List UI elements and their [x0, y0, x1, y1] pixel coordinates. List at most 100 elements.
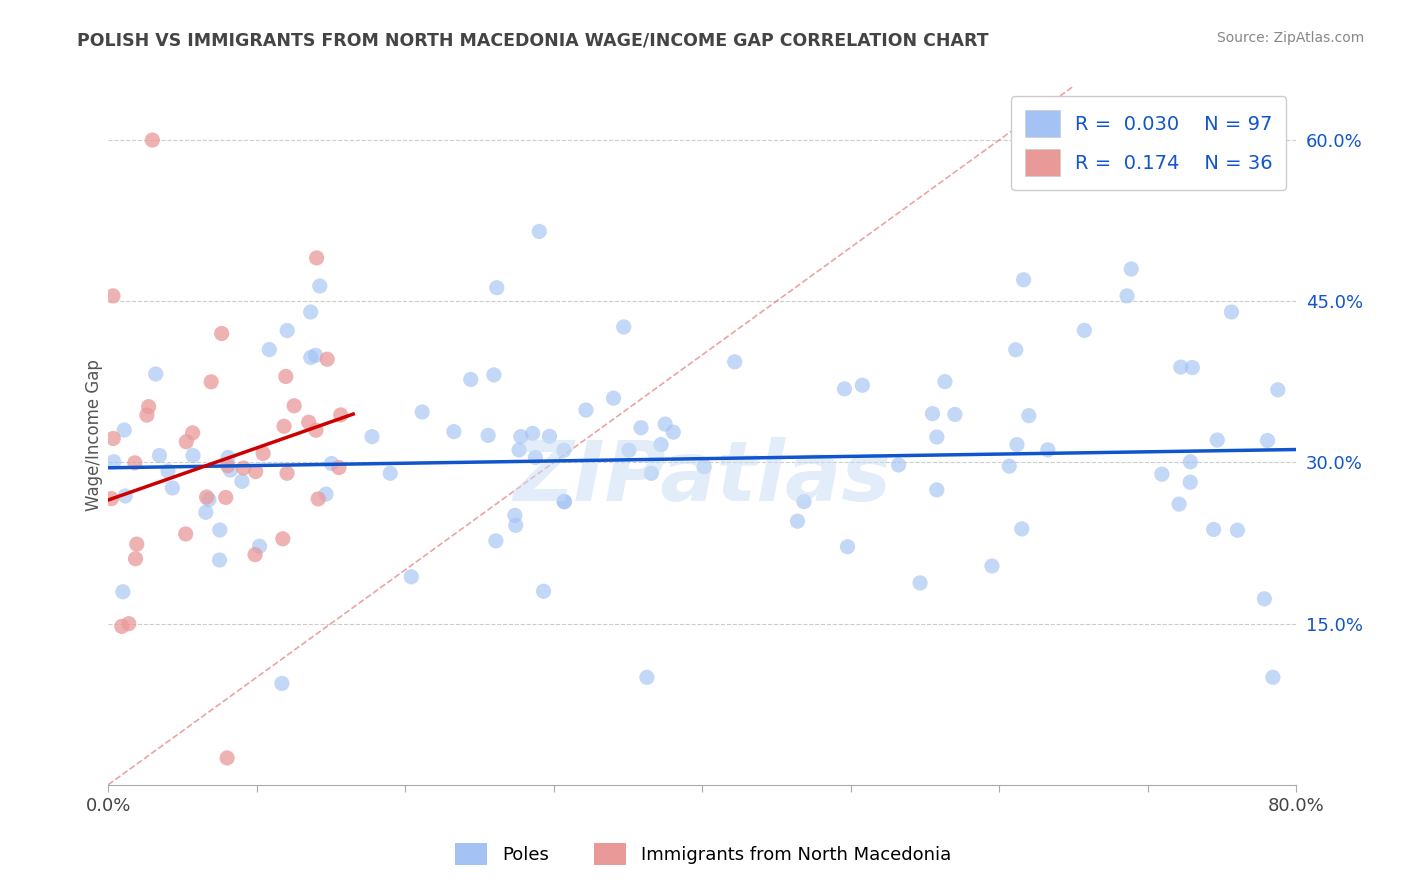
Text: POLISH VS IMMIGRANTS FROM NORTH MACEDONIA WAGE/INCOME GAP CORRELATION CHART: POLISH VS IMMIGRANTS FROM NORTH MACEDONI… [77, 31, 988, 49]
Point [477, 428, 499, 442]
Point [274, 369, 297, 384]
Point [321, 457, 343, 471]
Point [124, 551, 146, 566]
Point [1036, 442, 1059, 457]
Point [921, 407, 943, 421]
Point [482, 368, 505, 382]
Point [217, 751, 239, 765]
Point [650, 437, 672, 451]
Point [305, 251, 328, 265]
Point [503, 508, 526, 523]
Point [786, 514, 808, 528]
Point [925, 430, 948, 444]
Point [100, 491, 122, 506]
Point [834, 382, 856, 396]
Point [1181, 360, 1204, 375]
Point [308, 279, 330, 293]
Point [198, 492, 221, 507]
Text: ZIPatlas: ZIPatlas [513, 437, 891, 518]
Point [1170, 360, 1192, 375]
Point [1226, 523, 1249, 537]
Point [575, 403, 598, 417]
Point [219, 463, 242, 477]
Point [208, 523, 231, 537]
Legend: R =  0.030    N = 97, R =  0.174    N = 36: R = 0.030 N = 97, R = 0.174 N = 36 [1011, 96, 1286, 190]
Point [485, 533, 508, 548]
Point [270, 676, 292, 690]
Point [553, 495, 575, 509]
Point [1012, 273, 1035, 287]
Point [1116, 289, 1139, 303]
Point [553, 443, 575, 458]
Point [315, 487, 337, 501]
Point [329, 408, 352, 422]
Point [103, 455, 125, 469]
Point [1121, 262, 1143, 277]
Point [162, 481, 184, 495]
Point [1005, 437, 1028, 451]
Point [925, 483, 948, 497]
Point [232, 461, 254, 475]
Point [141, 133, 163, 147]
Point [138, 400, 160, 414]
Point [998, 459, 1021, 474]
Point [181, 449, 204, 463]
Point [524, 450, 547, 465]
Point [103, 432, 125, 446]
Point [654, 417, 676, 431]
Point [361, 429, 384, 443]
Point [724, 355, 747, 369]
Point [640, 467, 662, 481]
Point [887, 458, 910, 472]
Point [1073, 323, 1095, 337]
Point [533, 584, 555, 599]
Point [249, 539, 271, 553]
Point [538, 429, 561, 443]
Point [837, 540, 859, 554]
Point [934, 375, 956, 389]
Point [145, 367, 167, 381]
Point [1150, 467, 1173, 482]
Point [299, 305, 322, 319]
Point [411, 405, 433, 419]
Point [1206, 433, 1229, 447]
Point [693, 459, 716, 474]
Point [217, 458, 239, 473]
Point [118, 616, 141, 631]
Point [174, 527, 197, 541]
Point [298, 415, 321, 429]
Point [1180, 455, 1202, 469]
Point [304, 348, 326, 362]
Point [156, 464, 179, 478]
Point [981, 558, 1004, 573]
Point [111, 584, 134, 599]
Point [630, 420, 652, 434]
Point [505, 518, 527, 533]
Legend: Poles, Immigrants from North Macedonia: Poles, Immigrants from North Macedonia [446, 834, 960, 874]
Point [662, 425, 685, 439]
Point [1220, 305, 1243, 319]
Point [194, 505, 217, 519]
Point [124, 456, 146, 470]
Point [1168, 497, 1191, 511]
Point [112, 423, 135, 437]
Point [217, 450, 239, 465]
Point [111, 619, 134, 633]
Point [200, 375, 222, 389]
Point [1202, 523, 1225, 537]
Point [283, 399, 305, 413]
Point [617, 443, 640, 458]
Point [299, 351, 322, 365]
Point [485, 281, 508, 295]
Point [174, 434, 197, 449]
Point [380, 467, 402, 481]
Point [148, 449, 170, 463]
Point [522, 426, 544, 441]
Point [125, 537, 148, 551]
Point [1004, 343, 1026, 357]
Point [1261, 670, 1284, 684]
Point [305, 423, 328, 437]
Point [602, 391, 624, 405]
Point [328, 460, 350, 475]
Text: Source: ZipAtlas.com: Source: ZipAtlas.com [1216, 31, 1364, 45]
